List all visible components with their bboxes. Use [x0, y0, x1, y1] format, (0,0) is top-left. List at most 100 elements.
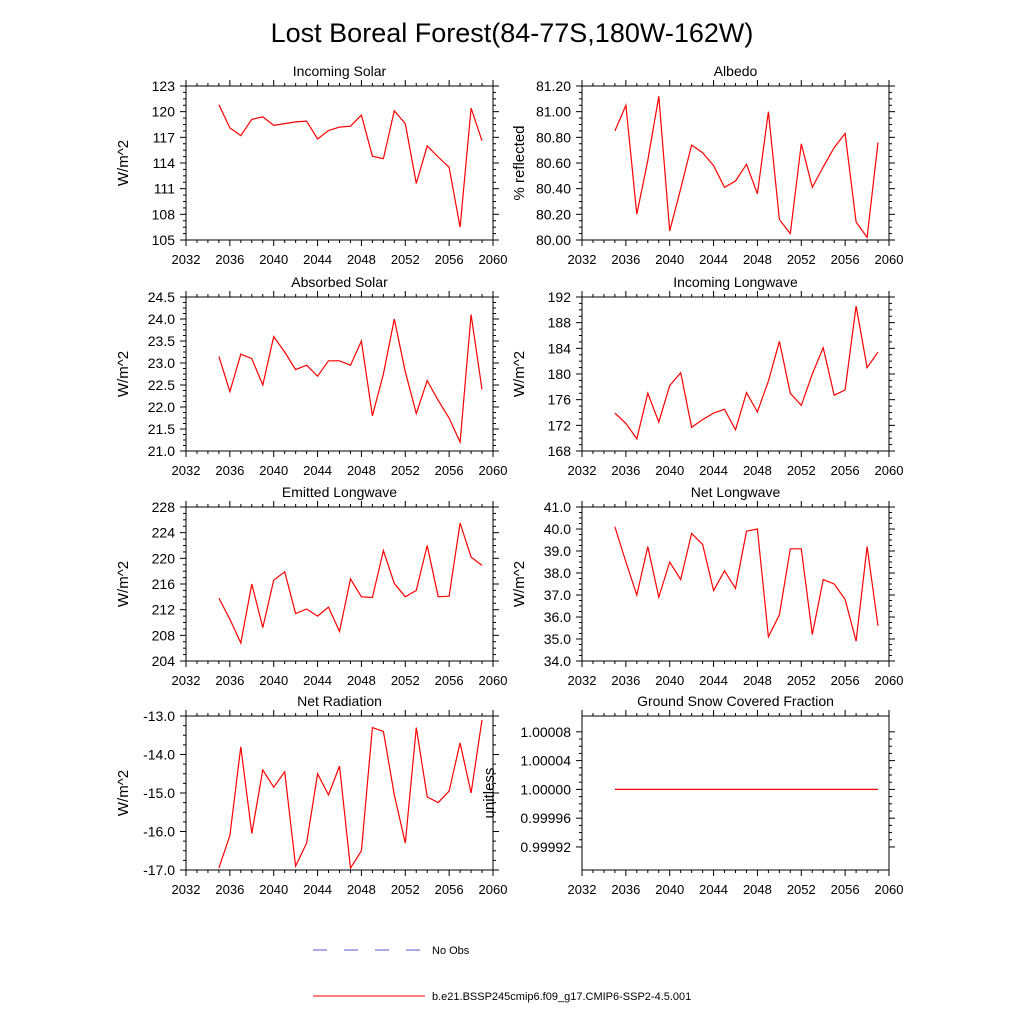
x-tick-label: 2036: [611, 463, 640, 478]
y-tick-label: 1.00004: [520, 753, 571, 769]
x-tick-label: 2036: [215, 673, 244, 688]
x-tick-label: 2056: [435, 463, 464, 478]
x-tick-label: 2040: [655, 882, 684, 897]
panel-title: Absorbed Solar: [291, 274, 388, 290]
y-axis-label: W/m^2: [115, 561, 132, 607]
y-tick-label: 192: [548, 289, 572, 305]
series-line-1: [218, 522, 483, 645]
panel-title: Net Longwave: [691, 484, 781, 500]
panel-title: Emitted Longwave: [282, 484, 397, 500]
x-tick-label: 2032: [568, 463, 597, 478]
y-tick-label: 80.00: [536, 232, 571, 248]
y-axis-label: W/m^2: [115, 351, 132, 397]
x-tick-label: 2044: [303, 673, 332, 688]
y-tick-label: 81.20: [536, 78, 571, 94]
panel-title: Incoming Longwave: [673, 274, 798, 290]
y-tick-label: 80.20: [536, 206, 571, 222]
figure-title: Lost Boreal Forest(84-77S,180W-162W): [271, 18, 754, 48]
series-line-1: [614, 96, 879, 240]
plot-frame: [581, 715, 890, 871]
x-tick-label: 2048: [743, 882, 772, 897]
y-tick-label: 114: [153, 155, 176, 171]
x-tick-label: 2044: [303, 882, 332, 897]
x-tick-label: 2032: [568, 252, 597, 267]
x-tick-label: 2048: [347, 463, 376, 478]
chart-panel-7: Net Radiation 2032 2036 2040 2044 2048 2052 205…: [115, 693, 507, 897]
y-tick-label: 0.99996: [520, 810, 571, 826]
x-tick-label: 2060: [479, 463, 508, 478]
chart-panel-8: Ground Snow Covered Fraction 2032 2036 2040…: [481, 693, 903, 897]
x-tick-label: 2040: [259, 252, 288, 267]
plot-frame: [185, 506, 494, 662]
x-tick-label: 2060: [875, 673, 904, 688]
y-tick-label: 0.99992: [520, 839, 571, 855]
x-tick-label: 2056: [831, 252, 860, 267]
y-axis-label: unitless: [481, 768, 498, 819]
y-tick-label: 22.5: [148, 377, 175, 393]
y-tick-label: -13.0: [143, 708, 175, 724]
y-axis-label: W/m^2: [115, 770, 132, 816]
x-tick-label: 2048: [347, 673, 376, 688]
legend-no-obs-label: No Obs: [432, 945, 470, 957]
chart-panel-1: Incoming Solar 2032 2036 2040 2044 2048 2052 20…: [115, 63, 507, 267]
panels: Incoming Solar 2032 2036 2040 2044 2048 2052 20…: [115, 63, 903, 897]
x-tick-label: 2056: [435, 673, 464, 688]
plot-frame: [185, 85, 494, 241]
y-tick-label: 216: [152, 576, 176, 592]
x-tick-label: 2052: [787, 463, 816, 478]
series-line-1: [218, 104, 483, 228]
y-axis-label: % reflected: [511, 125, 528, 200]
y-axis-label: W/m^2: [511, 561, 528, 607]
y-tick-label: 36.0: [544, 609, 571, 625]
legend-model-label: b.e21.BSSP245cmip6.f09_g17.CMIP6-SSP2-4.…: [432, 991, 691, 1003]
x-tick-label: 2052: [391, 252, 420, 267]
x-tick-label: 2056: [831, 882, 860, 897]
x-tick-label: 2036: [611, 673, 640, 688]
x-tick-label: 2036: [215, 882, 244, 897]
y-tick-label: 220: [152, 550, 176, 566]
x-tick-label: 2044: [699, 252, 728, 267]
x-tick-label: 2052: [787, 673, 816, 688]
y-tick-label: 35.0: [544, 631, 571, 647]
x-tick-label: 2032: [568, 882, 597, 897]
y-tick-label: 176: [548, 392, 572, 408]
x-tick-label: 2056: [831, 463, 860, 478]
y-tick-label: 34.0: [544, 653, 571, 669]
x-tick-label: 2036: [215, 463, 244, 478]
x-tick-label: 2044: [699, 673, 728, 688]
x-tick-label: 2048: [743, 463, 772, 478]
y-tick-label: 224: [152, 525, 176, 541]
y-tick-label: 24.5: [148, 289, 175, 305]
x-tick-label: 2060: [479, 673, 508, 688]
panel-title: Net Radiation: [297, 693, 382, 709]
y-tick-label: 1.00008: [520, 724, 571, 740]
x-tick-label: 2056: [435, 882, 464, 897]
series-line-1: [614, 305, 879, 441]
x-tick-label: 2040: [259, 673, 288, 688]
x-tick-label: 2032: [172, 252, 201, 267]
y-tick-label: 21.5: [148, 421, 175, 437]
y-tick-label: 24.0: [148, 311, 175, 327]
y-tick-label: 21.0: [148, 443, 175, 459]
x-tick-label: 2048: [743, 252, 772, 267]
x-tick-label: 2052: [391, 463, 420, 478]
series-line-1: [218, 719, 483, 870]
x-tick-label: 2040: [655, 252, 684, 267]
y-tick-label: 1.00000: [520, 781, 571, 797]
y-tick-label: 41.0: [544, 499, 571, 515]
chart-panel-2: Albedo 2032 2036 2040 2044 2048 2052 2056 2060 80…: [511, 63, 903, 267]
x-tick-label: 2060: [875, 882, 904, 897]
x-tick-label: 2052: [787, 882, 816, 897]
y-tick-label: 22.0: [148, 399, 175, 415]
y-tick-label: 188: [548, 315, 572, 331]
x-tick-label: 2044: [303, 252, 332, 267]
x-tick-label: 2036: [611, 252, 640, 267]
y-axis-label: W/m^2: [511, 351, 528, 397]
y-tick-label: 23.5: [148, 333, 175, 349]
x-tick-label: 2044: [699, 882, 728, 897]
y-tick-label: -14.0: [143, 747, 175, 763]
plot-frame: [185, 296, 494, 452]
y-tick-label: 228: [152, 499, 176, 515]
x-tick-label: 2048: [743, 673, 772, 688]
x-tick-label: 2060: [875, 252, 904, 267]
